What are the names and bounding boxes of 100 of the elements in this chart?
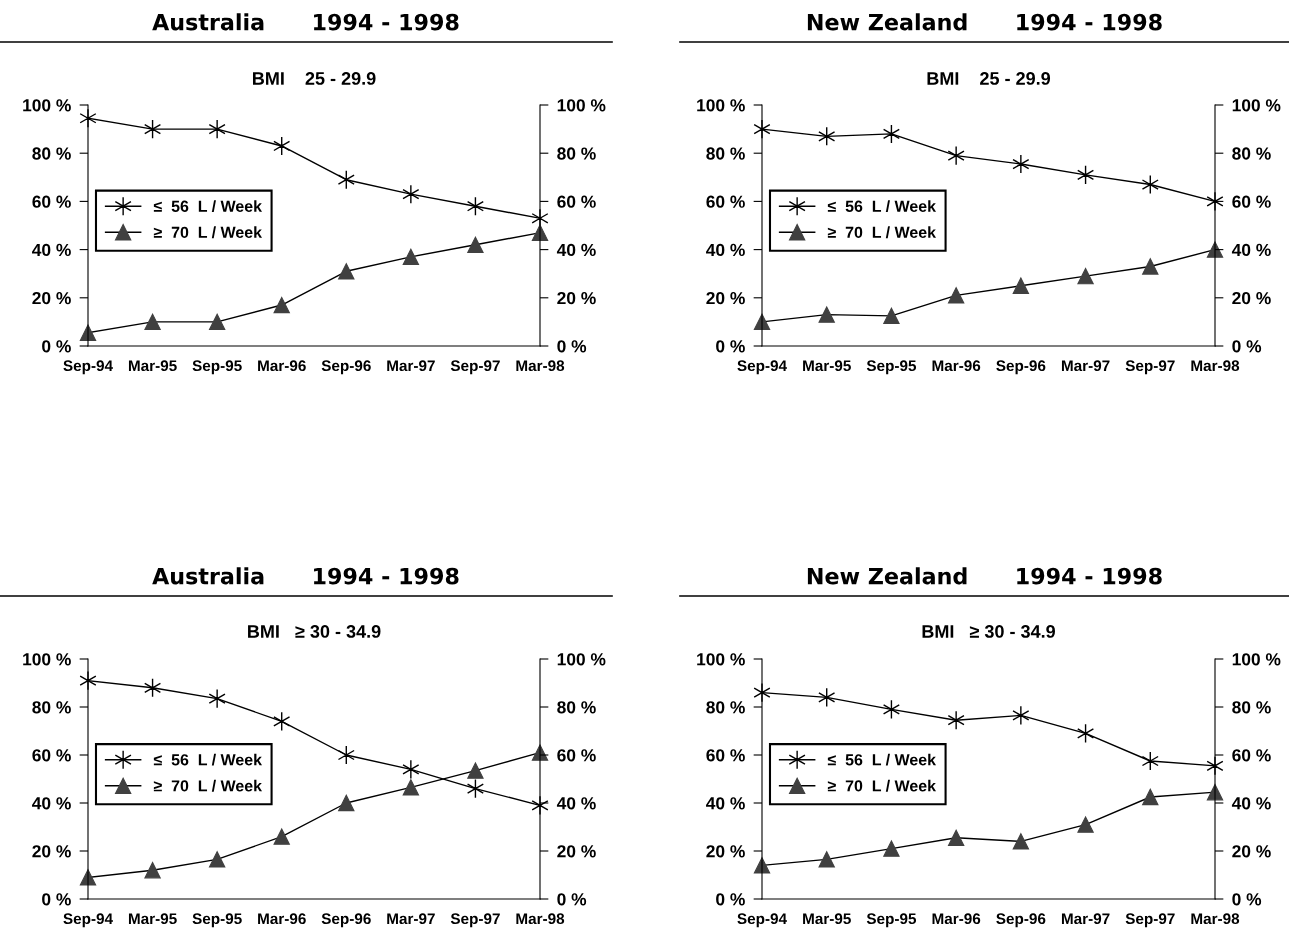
point [1077,267,1094,285]
y2-tick-label: 0 % [557,340,587,353]
x-tick-label: Sep-95 [866,360,917,375]
y2-tick-label: 20 % [1232,845,1271,858]
x-tick-label: Sep-96 [321,913,371,928]
y2-tick-label: 40 % [1231,797,1271,810]
point [947,710,965,730]
y2-tick-label: 100 % [1232,653,1281,666]
x-tick-label: Mar-97 [387,360,435,372]
x-tick-label: Mar-96 [932,913,981,925]
y2-tick-label: 80 % [1232,147,1271,160]
x-tick-label: Mar-95 [128,913,177,925]
point [467,236,484,253]
x-tick-label: Sep-96 [996,913,1046,928]
point [947,145,965,166]
y-tick-label: 80 % [32,147,71,160]
point [947,287,965,304]
y-tick-label: 0 % [42,893,71,906]
point [144,313,161,331]
point [1012,705,1030,726]
x-tick-label: Sep-94 [737,360,787,375]
y2-tick-label: 60 % [557,749,596,762]
y2-tick-label: 100 % [557,99,606,112]
y-tick-label: 0 % [716,340,745,353]
x-tick-label: Sep-96 [321,360,371,375]
point [273,828,290,845]
x-tick-label: Sep-95 [192,913,242,928]
point [402,759,420,780]
y-tick-label: 60 % [706,195,745,208]
point [1012,833,1030,850]
y-tick-label: 100 % [23,653,71,666]
x-tick-label: Sep-97 [450,913,500,928]
y-tick-label: 40 % [706,797,745,810]
y-tick-label: 20 % [706,845,745,858]
x-tick-label: Mar-98 [1191,913,1240,925]
y2-tick-label: 60 % [1232,749,1271,762]
y-tick-label: 40 % [706,243,745,257]
point [402,779,420,796]
y-tick-label: 100 % [697,99,745,112]
y2-tick-label: 80 % [557,701,596,714]
point [144,862,161,879]
y2-tick-label: 0 % [1232,340,1262,353]
point [402,184,420,204]
y2-tick-label: 20 % [1232,291,1271,305]
x-tick-label: Mar-95 [803,360,851,372]
chart-subtitle: BMI 25 - 29.9 [927,72,1051,85]
point [338,263,355,280]
x-tick-label: Mar-95 [128,360,177,372]
point [1012,154,1030,174]
y-tick-label: 60 % [706,749,745,762]
y-tick-label: 100 % [697,653,745,666]
x-tick-label: Mar-96 [258,360,306,372]
chart-subtitle: BMI ≥ 30 - 34.9 [248,625,381,638]
x-tick-label: Mar-98 [516,913,565,925]
x-tick-label: Sep-94 [737,913,787,928]
y2-tick-label: 60 % [557,195,596,208]
y-tick-label: 0 % [716,893,745,906]
y-tick-label: 20 % [32,845,71,858]
y2-tick-label: 40 % [1231,243,1271,257]
legend-label: ≥ 70 L / Week [153,226,263,239]
point [818,306,835,323]
point [467,762,484,779]
point [1142,258,1159,275]
x-tick-label: Sep-97 [1125,360,1175,375]
x-tick-label: Mar-98 [1191,360,1240,372]
point [402,248,420,266]
chart-title: New Zealand 1994 - 1998 [807,567,1162,585]
point [338,794,355,812]
y2-tick-label: 0 % [557,893,587,906]
x-tick-label: Sep-94 [63,913,113,928]
y-tick-label: 60 % [32,195,71,208]
y-tick-label: 40 % [32,243,71,257]
chart-title: New Zealand 1994 - 1998 [807,13,1162,31]
point [1012,277,1030,294]
y2-tick-label: 100 % [557,653,606,666]
chart-subtitle: BMI 25 - 29.9 [253,72,376,85]
x-tick-label: Mar-96 [932,360,981,372]
point [208,688,226,709]
x-tick-label: Mar-96 [258,913,306,925]
legend-label: ≥ 70 L / Week [827,226,937,239]
point [208,119,226,139]
x-tick-label: Mar-97 [1061,913,1110,925]
y2-tick-label: 80 % [1232,701,1271,714]
x-tick-label: Mar-97 [387,913,435,925]
y2-tick-label: 60 % [1232,195,1271,208]
y-tick-label: 20 % [706,291,745,305]
x-tick-label: Sep-96 [996,360,1046,375]
legend-label: ≤ 56 L / Week [153,753,263,766]
point [883,307,900,325]
y-tick-label: 80 % [706,701,745,714]
point [208,851,226,868]
legend-label: ≤ 56 L / Week [153,200,263,213]
x-tick-label: Sep-97 [1125,913,1175,928]
legend-label: ≤ 56 L / Week [827,753,937,766]
y-tick-label: 80 % [706,147,745,160]
x-tick-label: Mar-98 [516,360,565,372]
legend-label: ≤ 56 L / Week [827,200,937,213]
y2-tick-label: 20 % [557,291,596,305]
y2-tick-label: 40 % [556,797,596,810]
y2-tick-label: 100 % [1232,99,1281,112]
